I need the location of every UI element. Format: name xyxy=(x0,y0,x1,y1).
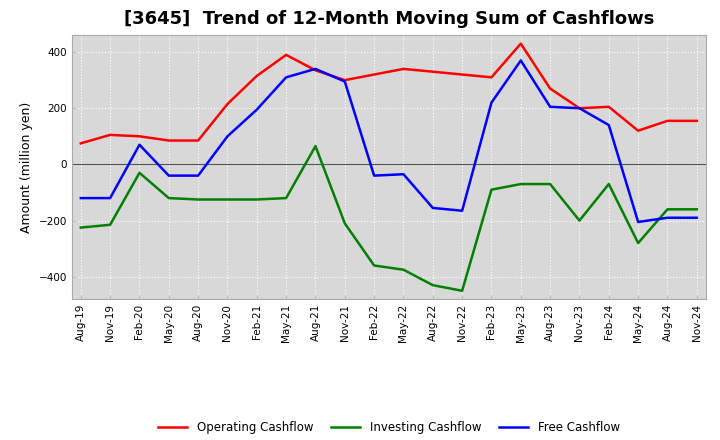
Operating Cashflow xyxy=(370,72,379,77)
Free Cashflow xyxy=(311,66,320,72)
Investing Cashflow xyxy=(546,181,554,187)
Operating Cashflow xyxy=(693,118,701,124)
Free Cashflow xyxy=(164,173,173,178)
Operating Cashflow xyxy=(487,75,496,80)
Operating Cashflow xyxy=(575,106,584,111)
Free Cashflow xyxy=(341,79,349,84)
Operating Cashflow xyxy=(516,41,525,46)
Operating Cashflow xyxy=(164,138,173,143)
Free Cashflow xyxy=(575,106,584,111)
Investing Cashflow xyxy=(282,195,290,201)
Free Cashflow xyxy=(516,58,525,63)
Investing Cashflow xyxy=(106,222,114,227)
Free Cashflow xyxy=(194,173,202,178)
Free Cashflow xyxy=(106,195,114,201)
Operating Cashflow xyxy=(605,104,613,110)
Investing Cashflow xyxy=(487,187,496,192)
Operating Cashflow xyxy=(311,68,320,73)
Free Cashflow xyxy=(135,142,144,147)
Line: Investing Cashflow: Investing Cashflow xyxy=(81,146,697,291)
Investing Cashflow xyxy=(223,197,232,202)
Title: [3645]  Trend of 12-Month Moving Sum of Cashflows: [3645] Trend of 12-Month Moving Sum of C… xyxy=(124,10,654,28)
Free Cashflow xyxy=(223,134,232,139)
Operating Cashflow xyxy=(223,101,232,106)
Operating Cashflow xyxy=(663,118,672,124)
Operating Cashflow xyxy=(76,141,85,146)
Operating Cashflow xyxy=(399,66,408,72)
Free Cashflow xyxy=(282,75,290,80)
Investing Cashflow xyxy=(76,225,85,230)
Line: Free Cashflow: Free Cashflow xyxy=(81,60,697,222)
Operating Cashflow xyxy=(458,72,467,77)
Free Cashflow xyxy=(253,107,261,112)
Free Cashflow xyxy=(487,100,496,105)
Operating Cashflow xyxy=(546,86,554,91)
Investing Cashflow xyxy=(194,197,202,202)
Free Cashflow xyxy=(693,215,701,220)
Operating Cashflow xyxy=(282,52,290,58)
Investing Cashflow xyxy=(605,181,613,187)
Investing Cashflow xyxy=(253,197,261,202)
Investing Cashflow xyxy=(663,207,672,212)
Free Cashflow xyxy=(399,172,408,177)
Operating Cashflow xyxy=(428,69,437,74)
Operating Cashflow xyxy=(253,73,261,79)
Free Cashflow xyxy=(370,173,379,178)
Legend: Operating Cashflow, Investing Cashflow, Free Cashflow: Operating Cashflow, Investing Cashflow, … xyxy=(153,416,625,439)
Investing Cashflow xyxy=(164,195,173,201)
Investing Cashflow xyxy=(370,263,379,268)
Investing Cashflow xyxy=(399,267,408,272)
Free Cashflow xyxy=(605,122,613,128)
Free Cashflow xyxy=(546,104,554,110)
Investing Cashflow xyxy=(458,288,467,293)
Free Cashflow xyxy=(458,208,467,213)
Operating Cashflow xyxy=(341,77,349,83)
Operating Cashflow xyxy=(634,128,642,133)
Operating Cashflow xyxy=(106,132,114,138)
Investing Cashflow xyxy=(575,218,584,223)
Free Cashflow xyxy=(663,215,672,220)
Operating Cashflow xyxy=(194,138,202,143)
Free Cashflow xyxy=(428,205,437,211)
Investing Cashflow xyxy=(634,240,642,246)
Investing Cashflow xyxy=(428,282,437,288)
Operating Cashflow xyxy=(135,134,144,139)
Investing Cashflow xyxy=(516,181,525,187)
Y-axis label: Amount (million yen): Amount (million yen) xyxy=(20,102,33,233)
Investing Cashflow xyxy=(693,207,701,212)
Line: Operating Cashflow: Operating Cashflow xyxy=(81,44,697,143)
Investing Cashflow xyxy=(311,143,320,149)
Free Cashflow xyxy=(634,219,642,224)
Investing Cashflow xyxy=(135,170,144,176)
Free Cashflow xyxy=(76,195,85,201)
Investing Cashflow xyxy=(341,221,349,226)
